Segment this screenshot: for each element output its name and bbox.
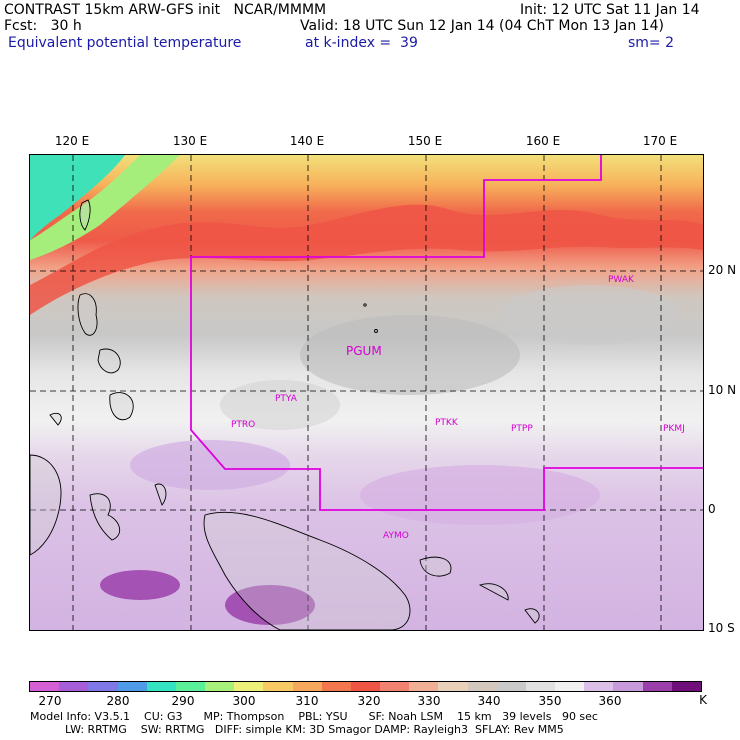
colorbar-label-290: 290 [171,694,195,708]
lat-label-0: 0 [708,502,716,516]
forecast-hour: Fcst: 30 h [4,18,82,34]
graticule [30,155,703,630]
colorbar-swatch [88,682,118,691]
colorbar [29,681,702,692]
colorbar-swatch [30,682,60,691]
gray-patch-2 [500,285,680,345]
island-visayas [97,348,121,374]
model-title: CONTRAST 15km ARW-GFS init NCAR/MMMM [4,2,327,18]
station-pwak: PWAK [608,275,635,285]
colorbar-swatch [438,682,468,691]
coastlines [30,199,540,630]
theta-e-map: PWAK PGUM PTYA PTRO PTKK PTPP PKMJ AYMO [29,154,704,631]
colorbar-label-300: 300 [232,694,256,708]
island-solomons-2 [524,608,540,624]
smoothing: sm= 2 [628,35,675,51]
colorbar-label-270: 270 [38,694,62,708]
colorbar-swatch [350,682,381,691]
lat-label-10s: 10 S [708,621,735,635]
colorbar-label-280: 280 [106,694,130,708]
colorbar-unit: K [699,693,707,707]
lon-label-140e: 140 E [289,134,325,148]
model-info-line2: LW: RRTMG SW: RRTMG DIFF: simple KM: 3D … [30,723,564,736]
map-svg: PWAK PGUM PTYA PTRO PTKK PTPP PKMJ AYMO [30,155,703,630]
domain-boundary [190,155,703,511]
station-ptro: PTRO [231,420,255,430]
cold-region-green [30,155,125,240]
warm-band [30,204,703,315]
island-new-guinea [203,511,411,630]
colorbar-swatch [671,682,701,691]
gray-patch-1 [300,315,520,395]
purple-patch-1 [100,570,180,600]
island-borneo [30,454,62,556]
colorbar-swatch [642,682,672,691]
colorbar-swatch [117,682,147,691]
colorbar-swatch [263,682,293,691]
colorbar-swatch [467,682,497,691]
lon-label-150e: 150 E [407,134,443,148]
island-sulawesi [89,493,121,541]
gray-patch-3 [220,380,340,430]
lon-label-170e: 170 E [642,134,678,148]
colorbar-swatch [205,682,235,691]
lon-label-120e: 120 E [54,134,90,148]
lon-label-130e: 130 E [172,134,208,148]
colorbar-swatch [234,682,264,691]
island-saipan [363,303,367,307]
station-aymo: AYMO [383,531,409,541]
island-taiwan [79,199,91,231]
colorbar-label-340: 340 [477,694,501,708]
field-name: Equivalent potential temperature [8,35,242,51]
valid-time: Valid: 18 UTC Sun 12 Jan 14 (04 ChT Mon … [300,18,664,34]
cold-region-lightgreen [30,155,180,260]
station-pgum: PGUM [346,344,382,358]
colorbar-swatch [409,682,439,691]
station-ptpp: PTPP [511,424,533,434]
colorbar-label-350: 350 [538,694,562,708]
colorbar-label-330: 330 [417,694,441,708]
island-new-britain [419,556,452,577]
purple-patch-3 [360,465,600,525]
colorbar-swatch [613,682,643,691]
colorbar-swatch [321,682,351,691]
island-palawan [49,412,62,426]
colorbar-swatch [525,682,556,691]
station-pkmj: PKMJ [663,424,685,434]
purple-patch-4 [130,440,290,490]
purple-patch-2 [225,585,315,625]
lat-label-20n: 20 N [708,263,737,277]
island-halmahera [154,483,167,506]
station-ptkk: PTKK [435,418,459,428]
init-time: Init: 12 UTC Sat 11 Jan 14 [520,2,700,18]
island-guam [374,329,378,333]
island-mindanao [109,392,134,421]
colorbar-label-320: 320 [357,694,381,708]
colorbar-swatch [496,682,526,691]
colorbar-swatch [555,682,585,691]
colorbar-swatch [380,682,410,691]
colorbar-swatch [292,682,322,691]
colorbar-swatch [146,682,176,691]
model-info-line1: Model Info: V3.5.1 CU: G3 MP: Thompson P… [30,710,598,723]
station-ptya: PTYA [275,394,298,404]
k-index: at k-index = 39 [305,35,418,51]
colorbar-swatch [584,682,614,691]
colorbar-swatch [59,682,89,691]
island-luzon [77,293,98,336]
colorbar-label-310: 310 [295,694,319,708]
lon-label-160e: 160 E [525,134,561,148]
colorbar-label-360: 360 [598,694,622,708]
island-solomons-1 [478,583,509,601]
colorbar-swatch [175,682,206,691]
lat-label-10n: 10 N [708,383,737,397]
